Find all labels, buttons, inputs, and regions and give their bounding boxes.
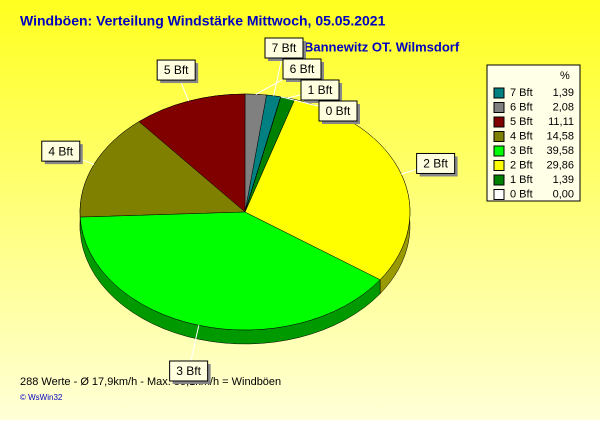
legend-value: 1,39 xyxy=(553,87,574,99)
callout-box xyxy=(282,58,322,80)
legend-value: 1,39 xyxy=(553,174,574,186)
legend-label: 0 Bft xyxy=(510,188,533,200)
legend-value: 11,11 xyxy=(548,116,574,128)
slice-label: 0 Bft xyxy=(326,104,351,118)
callout-box xyxy=(156,59,196,81)
slice-label: 3 Bft xyxy=(176,364,201,378)
legend-label: 6 Bft xyxy=(510,101,533,113)
slice-label: 4 Bft xyxy=(48,144,73,158)
legend-label: 1 Bft xyxy=(510,174,533,186)
legend-swatch xyxy=(493,131,505,142)
copyright: © WsWin32 xyxy=(20,393,63,402)
legend-value: 39,58 xyxy=(546,145,574,157)
slice-label: 7 Bft xyxy=(272,41,297,55)
callout-box xyxy=(318,100,358,122)
legend-swatch xyxy=(493,174,505,186)
legend-swatch xyxy=(493,145,505,157)
slice xyxy=(79,121,246,218)
legend-value: 29,86 xyxy=(546,159,574,171)
legend-label: 5 Bft xyxy=(510,116,533,128)
legend-swatch xyxy=(493,116,505,128)
chart-title: Windböen: Verteilung Windstärke Mittwoch… xyxy=(20,13,386,29)
legend-label: 2 Bft xyxy=(510,159,533,171)
legend-label: 3 Bft xyxy=(510,145,533,157)
legend-label: 4 Bft xyxy=(510,130,533,142)
slice-label: 2 Bft xyxy=(423,157,448,171)
callout-box xyxy=(41,140,81,162)
legend-swatch xyxy=(493,189,505,200)
footer: 288 Werte - Ø 17,9km/h - Max. 55,1km/h =… xyxy=(20,376,281,388)
slice-label: 5 Bft xyxy=(164,63,189,77)
callout-box xyxy=(264,37,304,59)
slice xyxy=(79,211,381,331)
callout-box xyxy=(300,79,340,101)
chart-subtitle: Bannewitz OT. Wilmsdorf xyxy=(304,39,460,54)
legend-value: 2,08 xyxy=(553,101,574,113)
callout-box xyxy=(169,360,209,382)
legend-label: 7 Bft xyxy=(510,87,533,99)
slice-label: 1 Bft xyxy=(308,83,333,97)
legend-value: 0,00 xyxy=(553,188,574,200)
legend-value: 14,58 xyxy=(546,130,574,142)
slice-label: 6 Bft xyxy=(290,62,315,76)
legend-swatch xyxy=(493,102,505,113)
callout-box xyxy=(416,152,456,174)
legend-swatch xyxy=(493,160,505,171)
legend-swatch xyxy=(493,87,505,99)
legend-header: % xyxy=(560,70,570,82)
slice xyxy=(138,93,246,213)
